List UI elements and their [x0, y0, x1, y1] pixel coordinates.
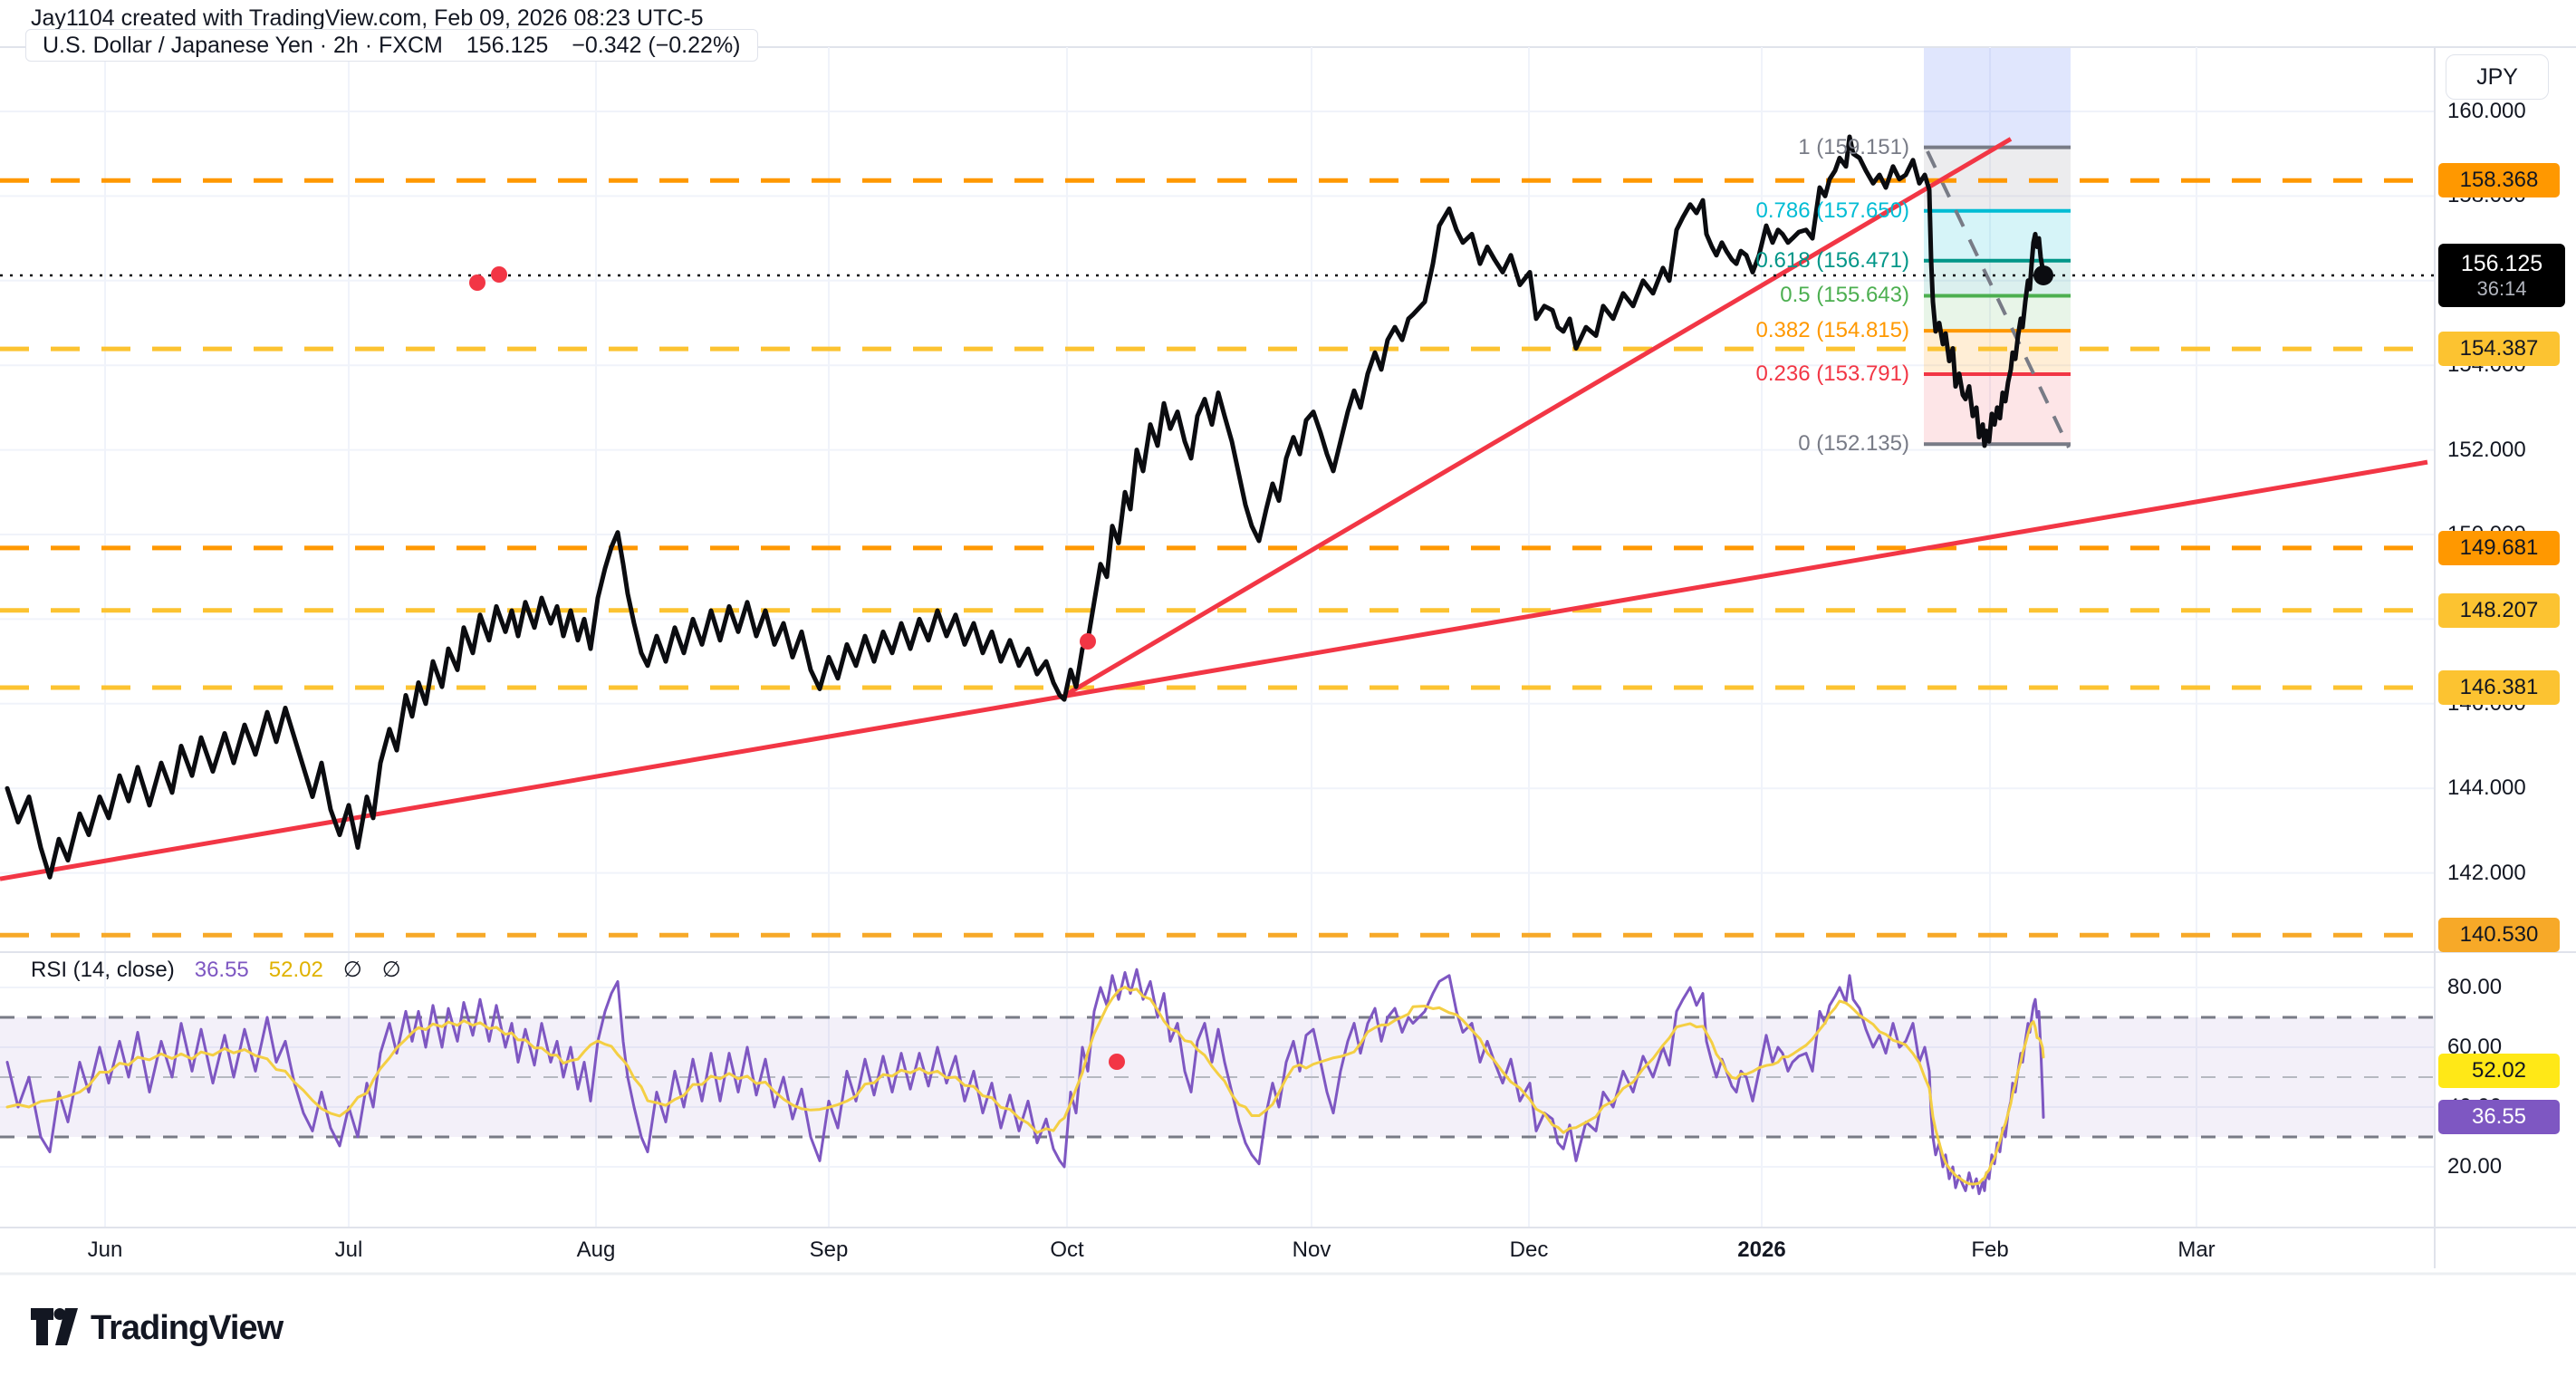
fib-level-label: 1 (159.151) [1798, 134, 1909, 159]
rsi-axis-tick: 20.00 [2447, 1154, 2503, 1179]
fib-level-label: 0.236 (153.791) [1755, 361, 1909, 386]
symbol-title[interactable]: U.S. Dollar / Japanese Yen · 2h · FXCM [43, 32, 443, 58]
rsi-axis-tick: 80.00 [2447, 975, 2503, 999]
rsi-ma-value: 52.02 [268, 957, 323, 982]
price-level-badge: 149.681 [2438, 530, 2560, 565]
price-axis-tick: 160.000 [2447, 99, 2526, 123]
time-axis-label: Jul [334, 1237, 363, 1262]
currency-unit-button[interactable]: JPY [2446, 54, 2549, 100]
price-axis-tick: 142.000 [2447, 860, 2526, 885]
tradingview-logo[interactable]: TradingView [29, 1303, 284, 1353]
tradingview-logo-icon [31, 1308, 78, 1345]
price-level-badge: 148.207 [2438, 592, 2560, 628]
fib-level-label: 0.5 (155.643) [1780, 283, 1909, 308]
price-level-badge: 154.387 [2438, 332, 2560, 367]
fib-level-label: 0.786 (157.650) [1755, 197, 1909, 223]
last-price-value: 156.125 [466, 32, 549, 58]
last-price-badge-value: 156.125 [2460, 250, 2543, 276]
time-axis-label: Oct [1050, 1237, 1084, 1262]
price-axis-tick: 144.000 [2447, 775, 2526, 801]
rsi-value: 36.55 [194, 957, 249, 982]
price-axis-tick: 152.000 [2447, 437, 2526, 462]
time-axis-label: Dec [1509, 1237, 1549, 1262]
price-level-badge: 146.381 [2438, 670, 2560, 705]
fib-level-label: 0.382 (154.815) [1755, 318, 1909, 343]
rsi-indicator-legend[interactable]: RSI (14, close) 36.55 52.02 ∅ ∅ [31, 957, 401, 983]
rsi-value-badge: 52.02 [2438, 1054, 2560, 1089]
time-axis-label: Jun [87, 1237, 123, 1262]
time-axis-label: 2026 [1737, 1237, 1786, 1262]
tradingview-logo-text: TradingView [91, 1308, 284, 1347]
rsi-upper-band-empty-icon[interactable]: ∅ [342, 958, 362, 982]
price-level-badge: 158.368 [2438, 163, 2560, 198]
time-axis-label: Aug [576, 1237, 616, 1262]
chart-legend[interactable]: U.S. Dollar / Japanese Yen · 2h · FXCM 1… [25, 29, 758, 62]
rsi-lower-band-empty-icon[interactable]: ∅ [381, 958, 401, 982]
rsi-indicator-title[interactable]: RSI (14, close) [31, 957, 175, 982]
time-axis-label: Sep [809, 1237, 849, 1262]
time-axis-label: Nov [1292, 1237, 1331, 1262]
fib-level-label: 0 (152.135) [1798, 431, 1909, 457]
price-level-badge: 140.530 [2438, 918, 2560, 953]
time-axis-label: Feb [1971, 1237, 2009, 1262]
time-axis-label: Mar [2177, 1237, 2216, 1262]
rsi-value-badge: 36.55 [2438, 1100, 2560, 1135]
bar-countdown: 36:14 [2476, 276, 2527, 300]
price-change-value: −0.342 (−0.22%) [572, 32, 741, 58]
fib-level-label: 0.618 (156.471) [1755, 247, 1909, 273]
last-price-badge: 156.125 36:14 [2438, 243, 2565, 307]
attribution-text: Jay1104 created with TradingView.com, Fe… [31, 5, 704, 31]
